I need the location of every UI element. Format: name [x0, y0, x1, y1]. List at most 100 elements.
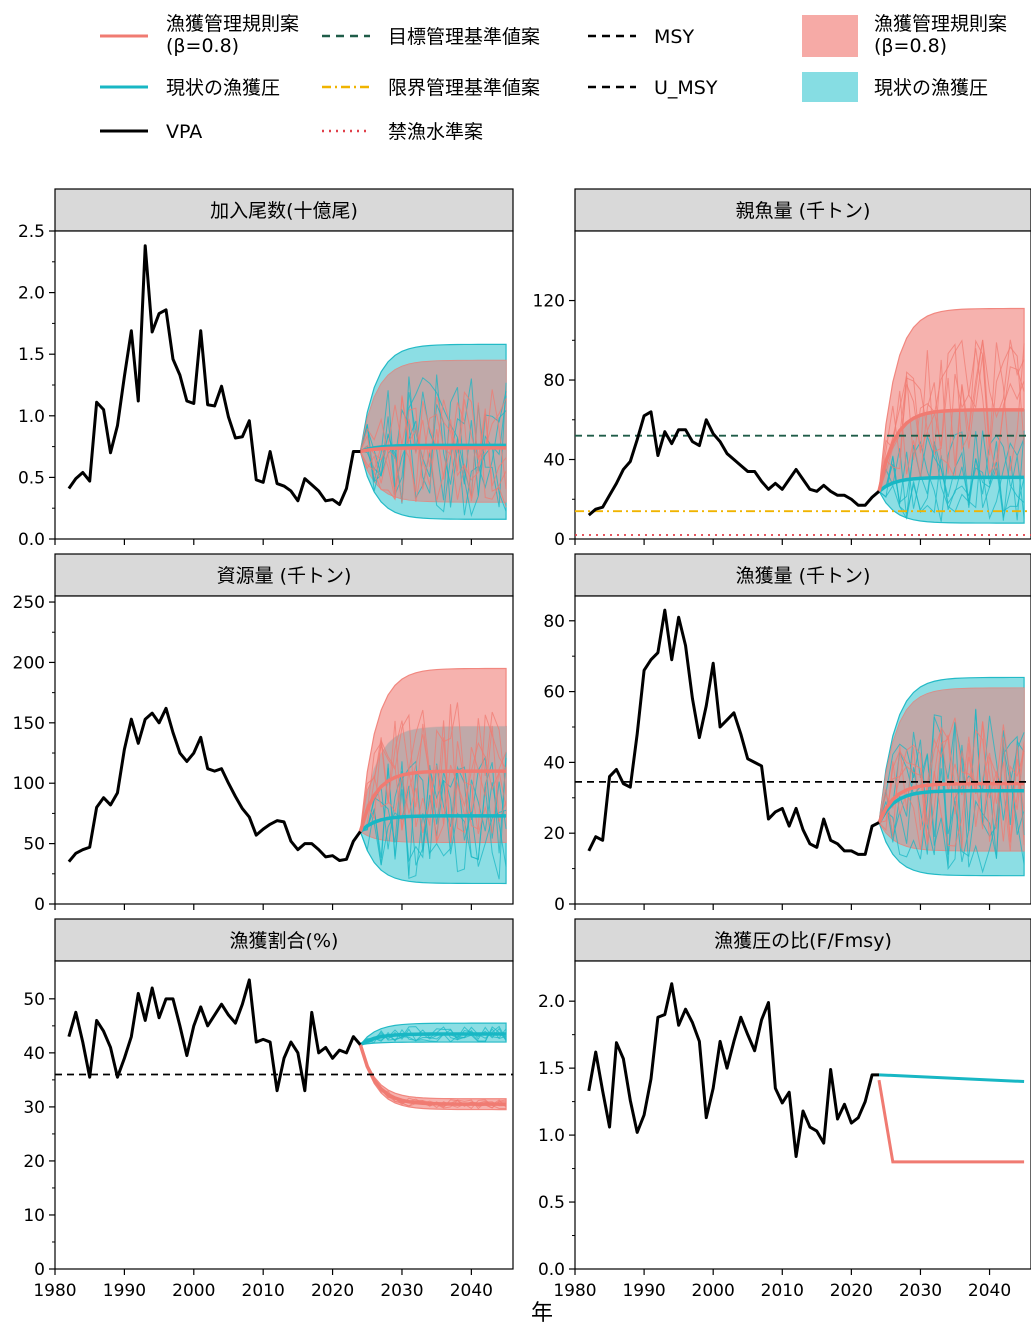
legend-rule-band-label: 漁獲管理規則案(β=0.8) — [874, 13, 1007, 57]
y-tick-label: 20 — [23, 1152, 45, 1172]
legend-rule-line-label: 漁獲管理規則案(β=0.8) — [166, 13, 299, 57]
x-tick-label: 1980 — [33, 1281, 76, 1301]
y-tick-label: 2.0 — [538, 992, 565, 1012]
rule-sim-line — [359, 704, 507, 834]
plot-area — [55, 978, 513, 1111]
x-tick-label: 1990 — [622, 1281, 665, 1301]
y-tick-label: 1.5 — [18, 345, 45, 365]
panel-header — [54, 918, 514, 962]
current-median-line — [359, 814, 507, 833]
y-tick-label: 0.0 — [18, 530, 45, 550]
x-tick-label: 2020 — [830, 1281, 873, 1301]
rule-median-line — [358, 769, 507, 833]
legend-label-line: 漁獲管理規則案 — [166, 13, 299, 35]
x-tick-label: 2030 — [899, 1281, 942, 1301]
legend-ban-ref-label: 禁漁水準案 — [388, 121, 483, 143]
panel-title: 漁獲圧の比(F/Fmsy) — [714, 930, 892, 952]
vpa-line — [67, 978, 362, 1093]
y-tick-label: 60 — [543, 683, 565, 703]
current-sim-line — [878, 708, 1025, 871]
legend-current-band-swatch — [802, 72, 858, 102]
panel-header — [574, 553, 1031, 597]
y-tick-label: 0.5 — [18, 468, 45, 488]
legend-label-line: (β=0.8) — [874, 35, 947, 57]
chart-panel-4: 漁獲量 (千トン) 0 20 40 60 80 — [543, 553, 1031, 915]
current-sim-line — [878, 430, 1025, 522]
y-tick-label: 200 — [13, 653, 45, 673]
x-tick-label: 1990 — [103, 1281, 146, 1301]
y-tick-label: 40 — [543, 451, 565, 471]
y-tick-label: 10 — [23, 1206, 45, 1226]
current-median-line — [359, 1032, 507, 1047]
y-tick-label: 0.0 — [538, 1260, 565, 1280]
y-tick-label: 150 — [13, 714, 45, 734]
plot-area — [67, 667, 507, 885]
panel-title: 親魚量 (千トン) — [736, 200, 871, 222]
x-tick-label: 2030 — [380, 1281, 423, 1301]
legend-umsy-label: U_MSY — [654, 77, 718, 99]
vpa-line — [587, 608, 880, 856]
rule-sim-line — [359, 396, 507, 502]
legend-current-band-label: 現状の漁獲圧 — [874, 77, 988, 99]
y-tick-label: 0.5 — [538, 1193, 565, 1213]
y-tick-label: 40 — [543, 753, 565, 773]
y-tick-label: 120 — [533, 292, 565, 312]
x-tick-label: 2000 — [692, 1281, 735, 1301]
current-sim-line — [359, 378, 507, 513]
x-tick-label: 2010 — [242, 1281, 285, 1301]
panel-header — [574, 188, 1031, 232]
rule-sim-line — [878, 717, 1025, 843]
x-tick-label: 2020 — [311, 1281, 354, 1301]
y-tick-label: 20 — [543, 824, 565, 844]
y-tick-label: 1.0 — [538, 1126, 565, 1146]
panel-title: 加入尾数(十億尾) — [210, 200, 358, 222]
y-tick-label: 1.5 — [538, 1059, 565, 1079]
y-tick-label: 80 — [543, 371, 565, 391]
vpa-line — [67, 706, 362, 863]
chart-panel-1: 加入尾数(十億尾) 0.0 0.5 1.0 1.5 2.0 2.5 — [18, 188, 514, 550]
legend: 漁獲管理規則案(β=0.8) 現状の漁獲圧 VPA 目標管理基準値案 限界管理基… — [100, 13, 1007, 143]
y-tick-label: 250 — [13, 593, 45, 613]
y-tick-label: 100 — [13, 774, 45, 794]
x-tick-label: 2040 — [968, 1281, 1011, 1301]
chart-panel-2: 親魚量 (千トン) 0 40 80 120 — [533, 188, 1031, 550]
y-tick-label: 50 — [23, 835, 45, 855]
rule-sim-line — [878, 339, 1025, 492]
legend-current-line-label: 現状の漁獲圧 — [166, 77, 280, 99]
rule-sim-line — [878, 339, 1025, 492]
y-tick-label: 80 — [543, 612, 565, 632]
rule-median-line — [877, 408, 1025, 492]
legend-label-line: (β=0.8) — [166, 35, 239, 57]
panel-header — [54, 553, 514, 597]
y-tick-label: 2.5 — [18, 222, 45, 242]
rule-sim-line — [359, 389, 507, 502]
current-fratio-line — [878, 1073, 1025, 1084]
y-tick-label: 40 — [23, 1044, 45, 1064]
y-tick-label: 0 — [34, 895, 45, 915]
legend-label-line: 漁獲管理規則案 — [874, 13, 1007, 35]
rule-sim-line — [359, 709, 507, 843]
x-tick-label: 2010 — [761, 1281, 804, 1301]
y-tick-label: 2.0 — [18, 284, 45, 304]
rule-sim-line — [359, 407, 507, 508]
vpa-line — [67, 244, 361, 507]
rule-sim-line — [878, 339, 1025, 492]
current-median-line — [877, 475, 1025, 493]
panel-header — [54, 188, 514, 232]
plot-area — [587, 982, 1025, 1164]
y-tick-label: 30 — [23, 1098, 45, 1118]
legend-limit-ref-label: 限界管理基準値案 — [388, 77, 540, 99]
plot-area — [575, 307, 1031, 536]
chart-panel-3: 資源量 (千トン) 0 50 100 150 200 250 — [13, 553, 514, 915]
panel-title: 漁獲割合(%) — [230, 930, 339, 952]
x-tick-label: 1980 — [553, 1281, 596, 1301]
legend-rule-band-swatch — [802, 15, 858, 57]
vpa-line — [587, 410, 880, 517]
y-tick-label: 0 — [554, 530, 565, 550]
y-tick-label: 0 — [34, 1260, 45, 1280]
panel-header — [574, 918, 1031, 962]
rule-sim-line — [359, 396, 507, 503]
chart-panel-6: 漁獲圧の比(F/Fmsy) 0.0 0.5 1.0 1.5 2.0 1980 1990 2000… — [538, 918, 1031, 1301]
